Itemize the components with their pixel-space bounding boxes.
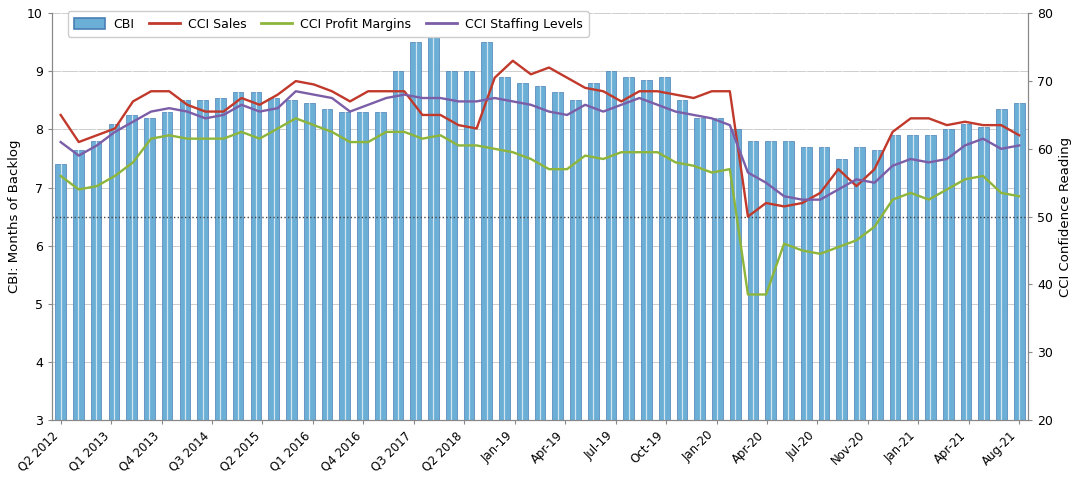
Bar bbox=[198, 100, 208, 420]
Bar bbox=[890, 135, 901, 420]
Bar bbox=[303, 103, 314, 420]
Bar bbox=[712, 118, 723, 420]
Bar bbox=[996, 109, 1007, 420]
Bar bbox=[410, 42, 421, 420]
Bar bbox=[872, 150, 882, 420]
Bar bbox=[286, 100, 297, 420]
Bar bbox=[783, 141, 794, 420]
Bar bbox=[747, 141, 758, 420]
Bar bbox=[55, 164, 66, 420]
Bar bbox=[766, 141, 777, 420]
Bar bbox=[730, 130, 741, 420]
Bar bbox=[978, 127, 989, 420]
Bar bbox=[375, 112, 386, 420]
Bar bbox=[588, 83, 598, 420]
Y-axis label: CCI Confidence Reading: CCI Confidence Reading bbox=[1058, 136, 1071, 296]
Bar bbox=[322, 109, 333, 420]
Bar bbox=[428, 31, 438, 420]
Bar bbox=[943, 130, 954, 420]
Bar bbox=[836, 159, 847, 420]
Bar bbox=[215, 97, 226, 420]
Bar bbox=[499, 77, 510, 420]
Bar bbox=[357, 112, 368, 420]
Bar bbox=[606, 71, 617, 420]
Bar bbox=[73, 150, 84, 420]
Bar bbox=[162, 112, 173, 420]
Bar bbox=[482, 42, 492, 420]
Bar bbox=[91, 141, 102, 420]
Bar bbox=[109, 124, 119, 420]
Bar bbox=[1014, 103, 1025, 420]
Bar bbox=[268, 97, 279, 420]
Bar bbox=[251, 92, 261, 420]
Bar bbox=[676, 100, 687, 420]
Bar bbox=[819, 147, 829, 420]
Bar bbox=[623, 77, 634, 420]
Bar bbox=[393, 71, 403, 420]
Bar bbox=[517, 83, 527, 420]
Bar bbox=[907, 135, 918, 420]
Bar bbox=[339, 112, 350, 420]
Bar bbox=[926, 135, 935, 420]
Bar bbox=[960, 124, 971, 420]
Bar bbox=[801, 147, 811, 420]
Bar bbox=[179, 100, 190, 420]
Bar bbox=[233, 92, 243, 420]
Bar bbox=[535, 86, 545, 420]
Y-axis label: CBI: Months of Backlog: CBI: Months of Backlog bbox=[9, 140, 22, 294]
Bar bbox=[659, 77, 670, 420]
Legend: CBI, CCI Sales, CCI Profit Margins, CCI Staffing Levels: CBI, CCI Sales, CCI Profit Margins, CCI … bbox=[68, 12, 589, 37]
Bar bbox=[463, 71, 474, 420]
Bar bbox=[854, 147, 865, 420]
Bar bbox=[126, 115, 137, 420]
Bar bbox=[144, 118, 154, 420]
Bar bbox=[694, 118, 705, 420]
Bar bbox=[570, 100, 581, 420]
Bar bbox=[552, 92, 563, 420]
Bar bbox=[446, 71, 457, 420]
Bar bbox=[642, 80, 651, 420]
